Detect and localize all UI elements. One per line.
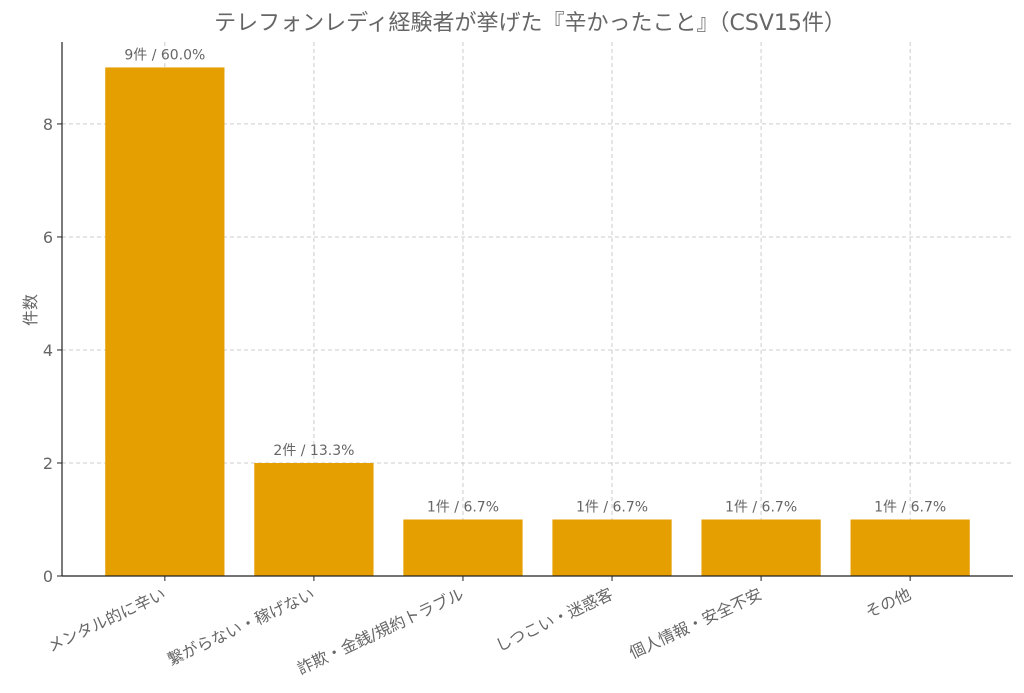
y-tick-label: 2: [43, 454, 53, 473]
x-tick-label: 詐欺・金銭/規約トラブル: [294, 584, 466, 678]
bar: [850, 519, 970, 576]
bar: [105, 67, 225, 576]
data-label: 1件 / 6.7%: [874, 499, 946, 515]
data-label: 1件 / 6.7%: [725, 499, 797, 515]
data-label: 1件 / 6.7%: [576, 499, 648, 515]
y-ticks: 0 2 4 6 8: [43, 115, 62, 586]
x-tick-label: メンタル的に辛い: [44, 584, 168, 655]
gridlines: [62, 42, 1013, 576]
bars: [105, 67, 970, 576]
y-tick-label: 8: [43, 115, 53, 134]
bar: [552, 519, 672, 576]
data-labels: 9件 / 60.0% 2件 / 13.3% 1件 / 6.7% 1件 / 6.7% 1件…: [124, 47, 946, 515]
x-tick-label: 繋がらない・稼げない: [165, 584, 318, 669]
x-tick-label: しつこい・迷惑客: [493, 584, 616, 655]
data-label: 9件 / 60.0%: [124, 47, 205, 63]
x-tick-label: その他: [862, 584, 914, 622]
y-tick-label: 6: [43, 228, 53, 247]
bar: [701, 519, 821, 576]
data-label: 2件 / 13.3%: [273, 443, 354, 459]
y-tick-label: 4: [43, 341, 53, 360]
bar: [254, 462, 374, 576]
data-label: 1件 / 6.7%: [427, 499, 499, 515]
x-tick-label: 個人情報・安全不安: [626, 584, 765, 662]
y-tick-label: 0: [43, 567, 53, 586]
y-axis-label: 件数: [21, 294, 40, 326]
chart-title: テレフォンレディ経験者が挙げた『辛かったこと』（CSV15件）: [214, 11, 846, 36]
bar: [403, 519, 523, 576]
